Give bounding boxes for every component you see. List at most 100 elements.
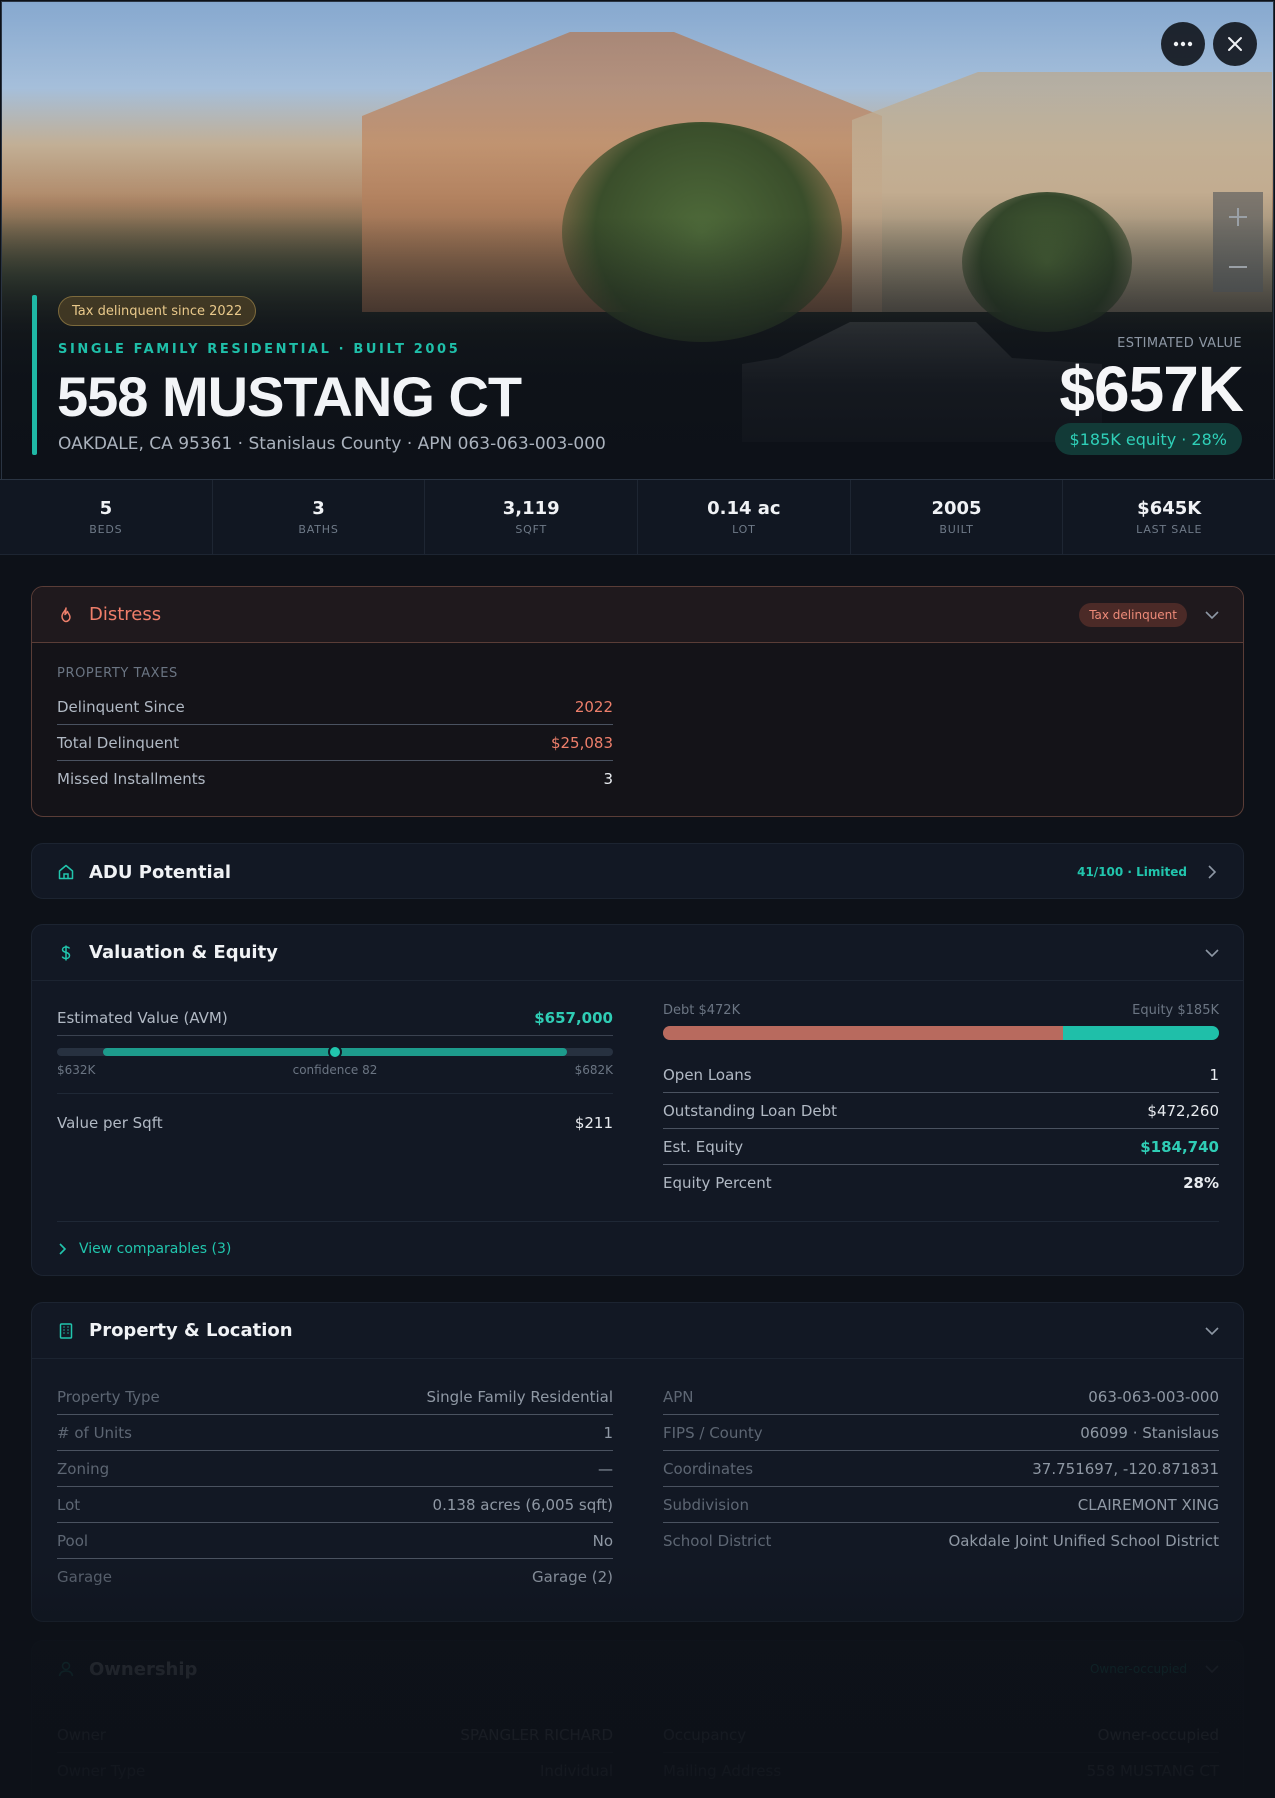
detail-row: Missed Installments 3 bbox=[57, 761, 613, 797]
debt-equity-labels: Debt $472K Equity $185K bbox=[663, 1003, 1219, 1018]
row-key: FIPS / County bbox=[663, 1423, 763, 1442]
detail-row: Occupancy Owner-occupied bbox=[663, 1717, 1219, 1753]
debt-equity-bar bbox=[663, 1026, 1219, 1040]
row-key: Owner Type bbox=[57, 1762, 146, 1780]
chevron-down-icon[interactable] bbox=[1205, 1662, 1219, 1676]
detail-row: Mailing Address 558 MUSTANG CT bbox=[663, 1753, 1219, 1789]
debt-segment bbox=[663, 1026, 1064, 1040]
estimated-value-label: ESTIMATED VALUE bbox=[1117, 336, 1242, 351]
row-value: 558 MUSTANG CT bbox=[1086, 1762, 1219, 1780]
row-value: Single Family Residential bbox=[426, 1387, 613, 1406]
valuation-header[interactable]: Valuation & Equity bbox=[32, 925, 1243, 981]
chevron-down-icon[interactable] bbox=[1205, 1324, 1219, 1338]
detail-row: Outstanding Loan Debt $472,260 bbox=[663, 1093, 1219, 1129]
row-value: 1 bbox=[1209, 1065, 1219, 1084]
row-key: Open Loans bbox=[663, 1065, 752, 1084]
ownership-header[interactable]: Ownership Owner-occupied bbox=[32, 1641, 1243, 1697]
adu-score: 41/100 · Limited bbox=[1077, 865, 1187, 879]
detail-row: Lot 0.138 acres (6,005 sqft) bbox=[57, 1487, 613, 1523]
flame-icon bbox=[56, 605, 76, 625]
more-dots-icon bbox=[1173, 41, 1193, 47]
debt-label: Debt $472K bbox=[663, 1003, 741, 1018]
chevron-down-icon[interactable] bbox=[1205, 608, 1219, 622]
property-subtitle: SINGLE FAMILY RESIDENTIAL · BUILT 2005 bbox=[58, 342, 461, 357]
property-title: Property & Location bbox=[89, 1320, 293, 1341]
row-value: $211 bbox=[574, 1114, 613, 1132]
equity-pill: $185K equity · 28% bbox=[1054, 423, 1242, 455]
zoom-out-button[interactable] bbox=[1213, 242, 1263, 292]
property-header[interactable]: Property & Location bbox=[32, 1303, 1243, 1359]
ownership-card: Ownership Owner-occupied Owner SPANGLER … bbox=[31, 1640, 1244, 1798]
stat-sqft: 3,119 SQFT bbox=[425, 480, 639, 554]
row-key: Coordinates bbox=[663, 1459, 754, 1478]
detail-row: Garage Garage (2) bbox=[57, 1559, 613, 1595]
stat-label: LAST SALE bbox=[1136, 523, 1203, 536]
map-zoom-control bbox=[1213, 192, 1263, 292]
adu-potential-card[interactable]: ADU Potential 41/100 · Limited bbox=[31, 843, 1244, 899]
stat-label: BEDS bbox=[89, 523, 123, 536]
stat-value: 2005 bbox=[931, 498, 982, 519]
property-taxes-label: PROPERTY TAXES bbox=[57, 666, 178, 681]
detail-row: Est. Equity $184,740 bbox=[663, 1129, 1219, 1165]
ownership-title: Ownership bbox=[89, 1658, 198, 1680]
row-value: 2022 bbox=[574, 697, 613, 716]
row-value: 3 bbox=[603, 770, 613, 788]
avm-confidence-range bbox=[57, 1045, 613, 1059]
detail-row: APN 063-063-003-000 bbox=[663, 1379, 1219, 1415]
ownership-badge: Owner-occupied bbox=[1089, 1662, 1187, 1676]
row-value: Individual bbox=[539, 1762, 613, 1780]
row-key: Value per Sqft bbox=[57, 1114, 163, 1132]
stat-label: BUILT bbox=[939, 523, 974, 536]
avm-confidence-label: confidence 82 bbox=[292, 1063, 378, 1077]
detail-row: # of Units 1 bbox=[57, 1415, 613, 1451]
accent-bar bbox=[32, 295, 37, 455]
detail-row: Equity Percent 28% bbox=[663, 1165, 1219, 1201]
comparables-label: View comparables (3) bbox=[79, 1241, 232, 1257]
row-value: Garage (2) bbox=[532, 1568, 613, 1586]
stat-value: $645K bbox=[1137, 498, 1202, 519]
detail-row: Owner SPANGLER RICHARD bbox=[57, 1717, 613, 1753]
stat-value: 5 bbox=[99, 498, 113, 519]
row-key: Property Type bbox=[57, 1387, 160, 1406]
close-icon bbox=[1228, 37, 1242, 51]
row-key: Zoning bbox=[57, 1459, 110, 1478]
row-key: Est. Equity bbox=[663, 1137, 744, 1156]
property-address-title: 558 MUSTANG CT bbox=[57, 365, 522, 428]
zoom-in-button[interactable] bbox=[1213, 192, 1263, 242]
close-button[interactable] bbox=[1213, 22, 1257, 66]
stat-beds: 5 BEDS bbox=[0, 480, 213, 554]
row-key: Lot bbox=[57, 1495, 81, 1514]
row-key: Total Delinquent bbox=[57, 733, 180, 752]
chevron-right-icon[interactable] bbox=[1205, 865, 1219, 879]
dollar-icon bbox=[56, 943, 76, 963]
row-value: 28% bbox=[1183, 1174, 1219, 1192]
row-value: 1 bbox=[603, 1423, 613, 1442]
view-comparables-link[interactable]: View comparables (3) bbox=[59, 1231, 231, 1267]
stat-value: 3 bbox=[312, 498, 325, 519]
row-key: # of Units bbox=[57, 1423, 132, 1442]
tax-delinquent-badge: Tax delinquent since 2022 bbox=[58, 296, 257, 326]
valuation-equity-card: Valuation & Equity Estimated Value (AVM)… bbox=[31, 924, 1244, 1276]
row-key: Delinquent Since bbox=[57, 697, 185, 716]
detail-row: School District Oakdale Joint Unified Sc… bbox=[663, 1523, 1219, 1559]
adu-title: ADU Potential bbox=[89, 861, 232, 883]
row-key: Equity Percent bbox=[663, 1174, 772, 1192]
home-icon bbox=[56, 862, 76, 882]
stat-label: LOT bbox=[732, 523, 756, 536]
row-value: No bbox=[592, 1531, 613, 1550]
more-options-button[interactable] bbox=[1161, 22, 1205, 66]
adu-header[interactable]: ADU Potential 41/100 · Limited bbox=[32, 844, 1243, 898]
row-value: — bbox=[598, 1459, 613, 1478]
minus-icon bbox=[1229, 266, 1247, 268]
chevron-down-icon[interactable] bbox=[1205, 946, 1219, 960]
row-value: 06099 · Stanislaus bbox=[1080, 1423, 1219, 1442]
detail-row: Open Loans 1 bbox=[663, 1057, 1219, 1093]
property-location-line: OAKDALE, CA 95361 · Stanislaus County · … bbox=[58, 434, 606, 454]
distress-header[interactable]: Distress Tax delinquent bbox=[32, 587, 1243, 643]
stat-last-sale: $645K LAST SALE bbox=[1063, 480, 1275, 554]
stat-baths: 3 BATHS bbox=[213, 480, 426, 554]
row-key: APN bbox=[663, 1387, 694, 1406]
valuation-title: Valuation & Equity bbox=[89, 942, 278, 963]
row-key: Pool bbox=[57, 1531, 89, 1550]
property-stats-bar: 5 BEDS 3 BATHS 3,119 SQFT 0.14 ac LOT 20… bbox=[0, 479, 1275, 555]
